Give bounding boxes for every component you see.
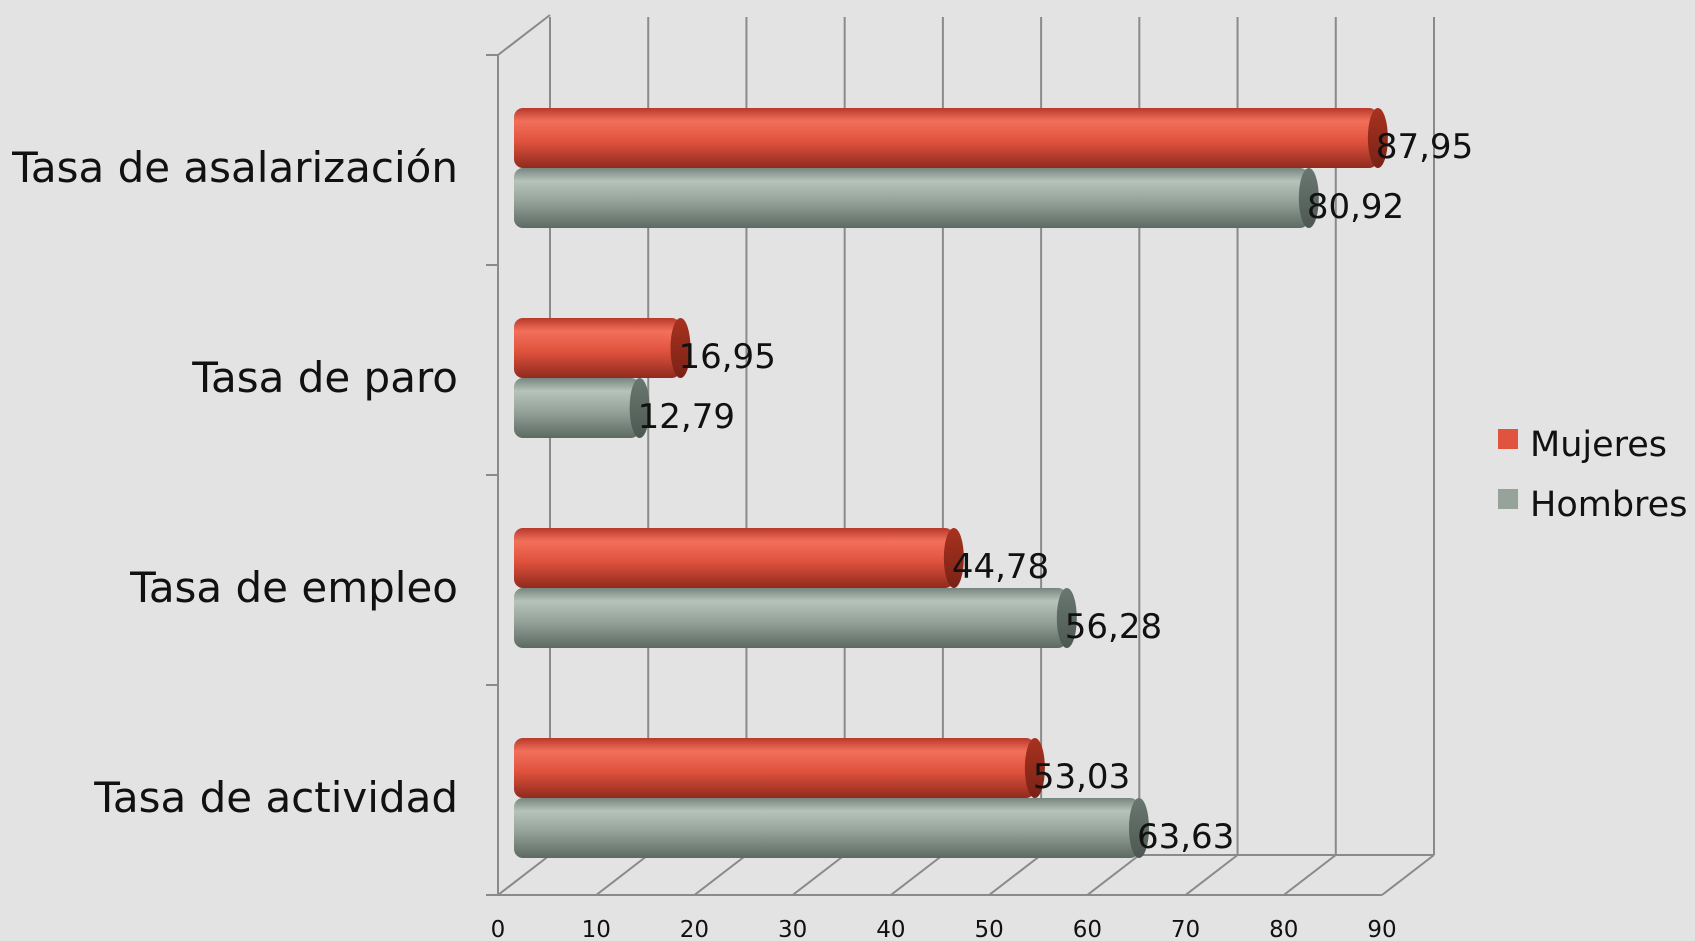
bar-hombres (514, 378, 640, 438)
bar-hombres (514, 168, 1309, 228)
bar-cap-mujeres (1367, 108, 1388, 168)
legend-swatch-hombres (1498, 489, 1518, 509)
legend-label-hombres: Hombres (1530, 485, 1687, 525)
x-tick-label: 20 (680, 917, 709, 941)
floor-gridline-70 (1184, 854, 1239, 896)
floor-gridline-50 (988, 854, 1042, 896)
bar-cap-hombres (1128, 798, 1149, 858)
legend-swatch-mujeres (1498, 429, 1518, 449)
data-label: 63,63 (1137, 817, 1234, 857)
wall-top-line (497, 14, 551, 56)
x-tick-label: 0 (491, 917, 506, 941)
x-tick-label: 10 (582, 917, 611, 941)
floor-gridline-60 (1086, 854, 1140, 896)
x-tick-label: 80 (1269, 917, 1298, 941)
x-tick-label: 40 (876, 917, 905, 941)
category-label: Tasa de paro (191, 353, 458, 402)
floor-gridline-0 (497, 854, 551, 896)
x-tick-label: 60 (1073, 917, 1102, 941)
floor-gridline-80 (1283, 854, 1337, 896)
bar-mujeres (514, 318, 681, 378)
bar-mujeres (514, 108, 1378, 168)
bar-mujeres (514, 528, 954, 588)
bar-cap-hombres (1298, 168, 1319, 228)
data-label: 56,28 (1065, 607, 1162, 647)
bar-cap-hombres (629, 378, 650, 438)
bar-cap-mujeres (1024, 738, 1045, 798)
data-label: 80,92 (1307, 187, 1404, 227)
category-label: Tasa de asalarización (11, 143, 458, 192)
floor-gridline-40 (890, 854, 944, 896)
bar-cap-mujeres (943, 528, 964, 588)
bar-hombres (514, 798, 1139, 858)
x-tick-label: 70 (1171, 917, 1200, 941)
floor-gridline-10 (595, 854, 649, 896)
floor-gridline-20 (693, 854, 748, 896)
data-label: 12,79 (638, 397, 735, 437)
floor-gridline-90 (1381, 854, 1435, 896)
data-label: 16,95 (678, 337, 775, 377)
x-tick-label: 50 (974, 917, 1003, 941)
bar-cap-mujeres (670, 318, 691, 378)
data-label: 87,95 (1376, 127, 1473, 167)
data-label: 53,03 (1033, 757, 1130, 797)
bar-hombres (514, 588, 1067, 648)
floor-gridline-30 (792, 854, 846, 896)
bar-mujeres (514, 738, 1035, 798)
x-tick-label: 90 (1367, 917, 1396, 941)
x-tick-label: 30 (778, 917, 807, 941)
category-label: Tasa de empleo (129, 563, 458, 612)
bar-cap-hombres (1056, 588, 1077, 648)
category-label: Tasa de actividad (93, 773, 458, 822)
data-label: 44,78 (952, 547, 1049, 587)
legend-label-mujeres: Mujeres (1530, 425, 1667, 465)
